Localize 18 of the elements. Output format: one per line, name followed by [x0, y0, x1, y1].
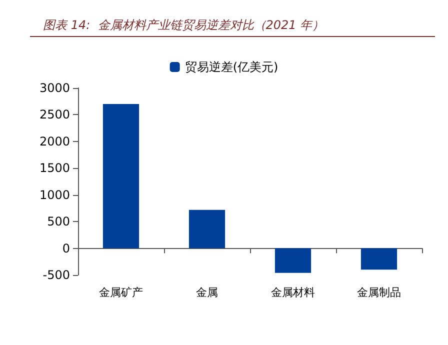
y-tick-label: 0: [62, 241, 70, 256]
bar: [188, 210, 226, 248]
bar: [274, 248, 312, 273]
x-tick-label: 金属矿产: [99, 286, 143, 299]
y-tick-label: 2000: [39, 134, 70, 148]
y-tick-label: 1500: [39, 161, 70, 176]
y-tick-label: -500: [42, 268, 70, 282]
legend-label: 贸易逆差(亿美元): [184, 60, 278, 74]
chart-title: 图表 14: 金属材料产业链贸易逆差对比（2021 年）: [43, 18, 324, 32]
x-tick-label: 金属材料: [271, 286, 315, 299]
y-tick-label: 3000: [39, 81, 70, 95]
y-tick-label: 500: [47, 214, 70, 229]
x-tick-label: 金属: [196, 286, 218, 299]
y-tick-label: 1000: [39, 188, 70, 202]
bar: [102, 104, 140, 248]
bar: [360, 248, 398, 270]
x-tick-label: 金属制品: [357, 286, 401, 299]
y-tick-label: 2500: [39, 108, 70, 122]
